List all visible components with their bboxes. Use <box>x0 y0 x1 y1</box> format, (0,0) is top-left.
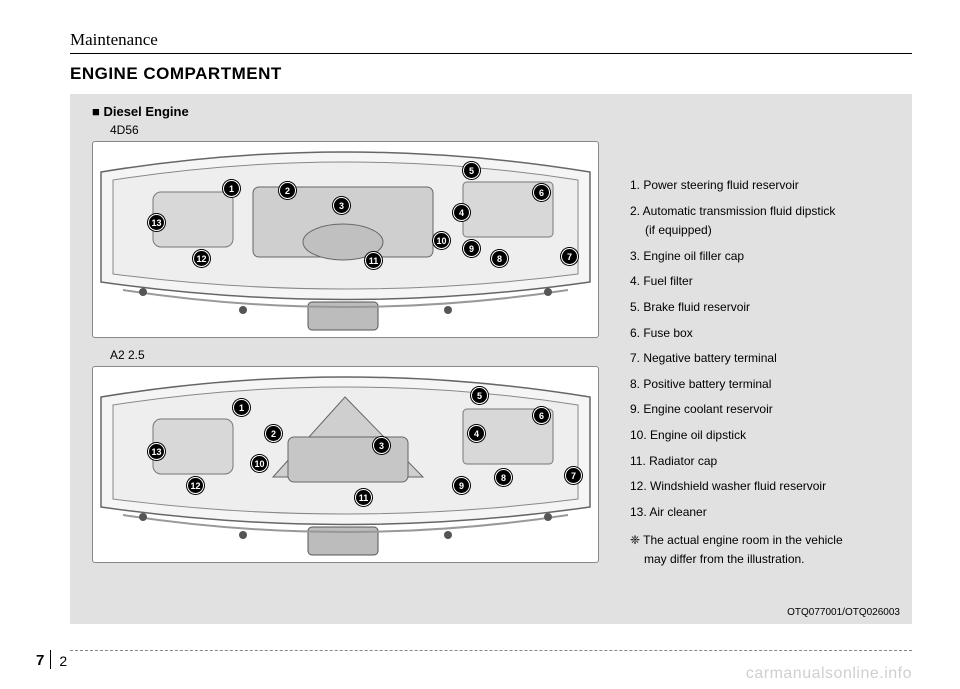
callout-12: 12 <box>193 250 210 267</box>
legend-item-5: 5. Brake fluid reservoir <box>630 298 900 317</box>
callout-2: 2 <box>279 182 296 199</box>
callout-3: 3 <box>373 437 390 454</box>
callout-7: 7 <box>565 467 582 484</box>
page-footer: 7 2 <box>36 650 67 669</box>
callout-3: 3 <box>333 197 350 214</box>
legend-item-2: 2. Automatic transmission fluid dipstick <box>630 202 900 221</box>
chapter-number: 7 <box>36 650 51 669</box>
callout-13: 13 <box>148 443 165 460</box>
engine-diagram-1: 12345678910111213 <box>92 141 599 338</box>
callout-4: 4 <box>453 204 470 221</box>
legend-item-11: 11. Radiator cap <box>630 452 900 471</box>
variant-label-1: 4D56 <box>110 123 612 137</box>
watermark: carmanualsonline.info <box>746 665 912 683</box>
reference-code: OTQ077001/OTQ026003 <box>787 607 900 618</box>
legend-item-8: 8. Positive battery terminal <box>630 375 900 394</box>
legend-item-10: 10. Engine oil dipstick <box>630 426 900 445</box>
section-title: ENGINE COMPARTMENT <box>70 64 912 84</box>
legend-item-4: 4. Fuel filter <box>630 272 900 291</box>
callout-2: 2 <box>265 425 282 442</box>
legend-item-2-sub: (if equipped) <box>630 221 900 240</box>
legend-item-9: 9. Engine coolant reservoir <box>630 400 900 419</box>
legend-column: 1. Power steering fluid reservoir 2. Auto… <box>630 104 900 616</box>
content-panel: ■ Diesel Engine 4D56 12345678910111213 A… <box>70 94 912 624</box>
callout-10: 10 <box>251 455 268 472</box>
legend-item-12: 12. Windshield washer fluid reservoir <box>630 477 900 496</box>
legend-item-7: 7. Negative battery terminal <box>630 349 900 368</box>
callout-5: 5 <box>471 387 488 404</box>
header-rule: Maintenance <box>70 30 912 54</box>
legend-note: ❈ The actual engine room in the vehiclem… <box>630 531 900 568</box>
footer-rule <box>70 650 912 651</box>
callout-6: 6 <box>533 407 550 424</box>
callout-13: 13 <box>148 214 165 231</box>
callout-9: 9 <box>453 477 470 494</box>
legend-note-line2: may differ from the illustration. <box>630 550 900 569</box>
callout-6: 6 <box>533 184 550 201</box>
legend-item-13: 13. Air cleaner <box>630 503 900 522</box>
callout-1: 1 <box>223 180 240 197</box>
legend-item-3: 3. Engine oil filler cap <box>630 247 900 266</box>
callout-11: 11 <box>365 252 382 269</box>
variant-label-2: A2 2.5 <box>110 348 612 362</box>
engine-diagram-2: 12345678910111213 <box>92 366 599 563</box>
page-number: 2 <box>59 650 67 669</box>
callout-11: 11 <box>355 489 372 506</box>
callout-12: 12 <box>187 477 204 494</box>
legend-item-6: 6. Fuse box <box>630 324 900 343</box>
callout-4: 4 <box>468 425 485 442</box>
callout-5: 5 <box>463 162 480 179</box>
callout-8: 8 <box>495 469 512 486</box>
callout-7: 7 <box>561 248 578 265</box>
callout-1: 1 <box>233 399 250 416</box>
diagrams-column: ■ Diesel Engine 4D56 12345678910111213 A… <box>92 104 612 616</box>
callout-9: 9 <box>463 240 480 257</box>
legend-note-line1: ❈ The actual engine room in the vehicle <box>630 531 900 550</box>
legend-item-1: 1. Power steering fluid reservoir <box>630 176 900 195</box>
engine-type-label: ■ Diesel Engine <box>92 104 612 119</box>
callout-10: 10 <box>433 232 450 249</box>
callout-8: 8 <box>491 250 508 267</box>
header-title: Maintenance <box>70 30 158 49</box>
